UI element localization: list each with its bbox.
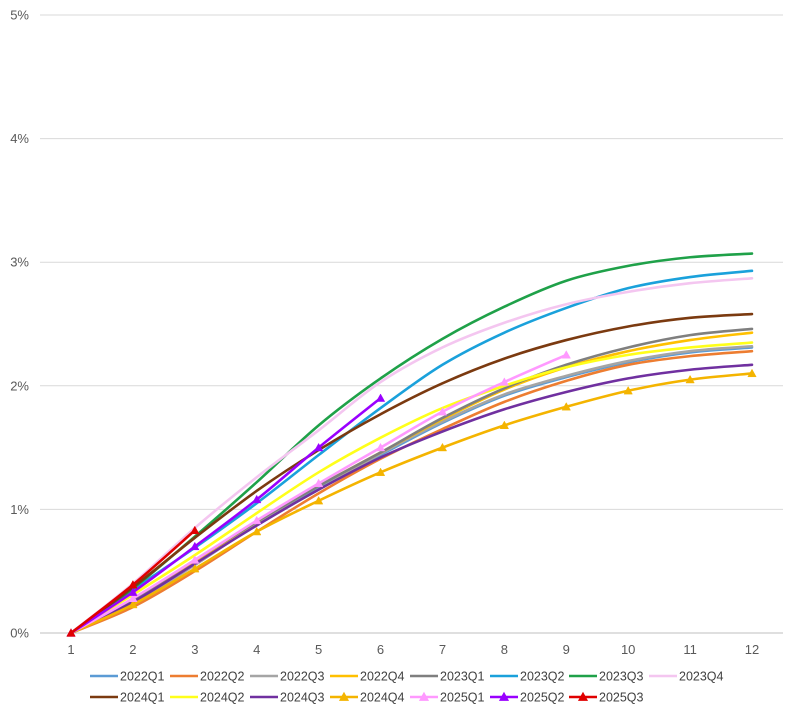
legend-label: 2024Q4 [360, 691, 405, 705]
legend-item-2022Q3: 2022Q3 [250, 670, 325, 684]
legend-item-2023Q2: 2023Q2 [490, 670, 565, 684]
legend-label: 2025Q3 [599, 691, 644, 705]
data-point [190, 555, 200, 564]
data-point [375, 442, 386, 452]
data-point [128, 580, 138, 589]
series-line-2023Q4 [69, 276, 754, 635]
x-tick-label: 3 [191, 642, 198, 657]
data-point [128, 593, 138, 603]
data-point [314, 442, 324, 452]
legend-marker [577, 691, 589, 701]
data-point [375, 393, 386, 402]
legend-label: 2024Q1 [120, 691, 165, 705]
y-tick-label: 1% [10, 502, 29, 517]
series-line-2025Q2 [69, 396, 382, 635]
data-point [314, 478, 324, 488]
x-tick-label: 9 [563, 642, 570, 657]
legend-item-2024Q3: 2024Q3 [250, 691, 325, 705]
data-point [314, 496, 324, 505]
x-tick-label: 8 [501, 642, 508, 657]
data-point [747, 368, 757, 378]
legend-label: 2022Q3 [280, 670, 325, 684]
legend-item-2024Q4: 2024Q4 [330, 691, 405, 705]
legend-item-2022Q2: 2022Q2 [170, 670, 245, 684]
legend-label: 2023Q2 [520, 670, 565, 684]
data-point [66, 628, 76, 637]
legend-item-2025Q1: 2025Q1 [410, 691, 485, 705]
legend: 2022Q1 2022Q2 2022Q3 2022Q4 2023Q1 2023Q2 2023… [90, 670, 724, 705]
y-tick-label: 4% [10, 131, 29, 146]
legend-item-2023Q1: 2023Q1 [410, 670, 485, 684]
x-tick-label: 6 [377, 642, 384, 657]
data-point [623, 386, 633, 395]
data-point [252, 494, 262, 504]
data-point [128, 587, 138, 596]
legend-label: 2023Q4 [679, 670, 724, 684]
legend-label: 2025Q1 [440, 691, 485, 705]
x-tick-label: 7 [439, 642, 446, 657]
legend-item-2025Q2: 2025Q2 [490, 691, 565, 705]
x-tick-label: 4 [253, 642, 260, 657]
series-2025Q3 [66, 525, 200, 637]
legend-label: 2022Q2 [200, 670, 245, 684]
legend-label: 2023Q1 [440, 670, 485, 684]
data-point [190, 541, 200, 551]
series-lines [66, 252, 757, 637]
legend-item-2023Q4: 2023Q4 [649, 670, 724, 684]
legend-label: 2024Q3 [280, 691, 325, 705]
x-tick-label: 10 [621, 642, 635, 657]
y-tick-label: 3% [10, 255, 29, 270]
data-point [437, 407, 448, 416]
series-line-2024Q1 [69, 312, 754, 635]
legend-marker [338, 691, 350, 701]
series-2024Q3 [69, 363, 754, 635]
y-tick-label: 5% [10, 8, 29, 23]
legend-label: 2022Q4 [360, 670, 405, 684]
data-point [252, 515, 262, 525]
data-point [499, 420, 509, 429]
legend-label: 2023Q3 [599, 670, 644, 684]
x-tick-label: 2 [129, 642, 136, 657]
legend-marker [418, 691, 430, 701]
x-tick-label: 1 [67, 642, 74, 657]
y-axis-tick-labels: 0% 1% 2% 3% 4% 5% [10, 8, 29, 641]
legend-item-2022Q4: 2022Q4 [330, 670, 405, 684]
data-point [190, 525, 200, 535]
legend-item-2025Q3: 2025Q3 [569, 691, 644, 705]
y-tick-label: 0% [10, 626, 29, 641]
data-point [499, 377, 509, 386]
x-tick-label: 11 [683, 642, 697, 657]
series-line-2024Q3 [69, 363, 754, 635]
data-point [252, 526, 262, 536]
series-line-2024Q2 [69, 341, 754, 635]
legend-marker [498, 691, 510, 701]
legend-label: 2024Q2 [200, 691, 245, 705]
data-point [561, 402, 571, 411]
x-tick-label: 12 [745, 642, 759, 657]
y-tick-label: 2% [10, 378, 29, 393]
x-axis-tick-labels: 1 2 3 4 5 6 7 8 9 10 11 12 [67, 642, 759, 657]
legend-item-2024Q2: 2024Q2 [170, 691, 245, 705]
data-point [685, 374, 695, 384]
x-tick-label: 5 [315, 642, 322, 657]
legend-label: 2022Q1 [120, 670, 165, 684]
legend-item-2022Q1: 2022Q1 [90, 670, 165, 684]
legend-item-2024Q1: 2024Q1 [90, 691, 165, 705]
legend-label: 2025Q2 [520, 691, 565, 705]
data-point [128, 599, 138, 609]
series-2025Q1 [66, 350, 571, 637]
data-point [190, 564, 200, 573]
data-point [437, 442, 448, 452]
legend-item-2023Q3: 2023Q3 [569, 670, 644, 684]
data-point [375, 467, 386, 476]
data-point [561, 350, 571, 359]
